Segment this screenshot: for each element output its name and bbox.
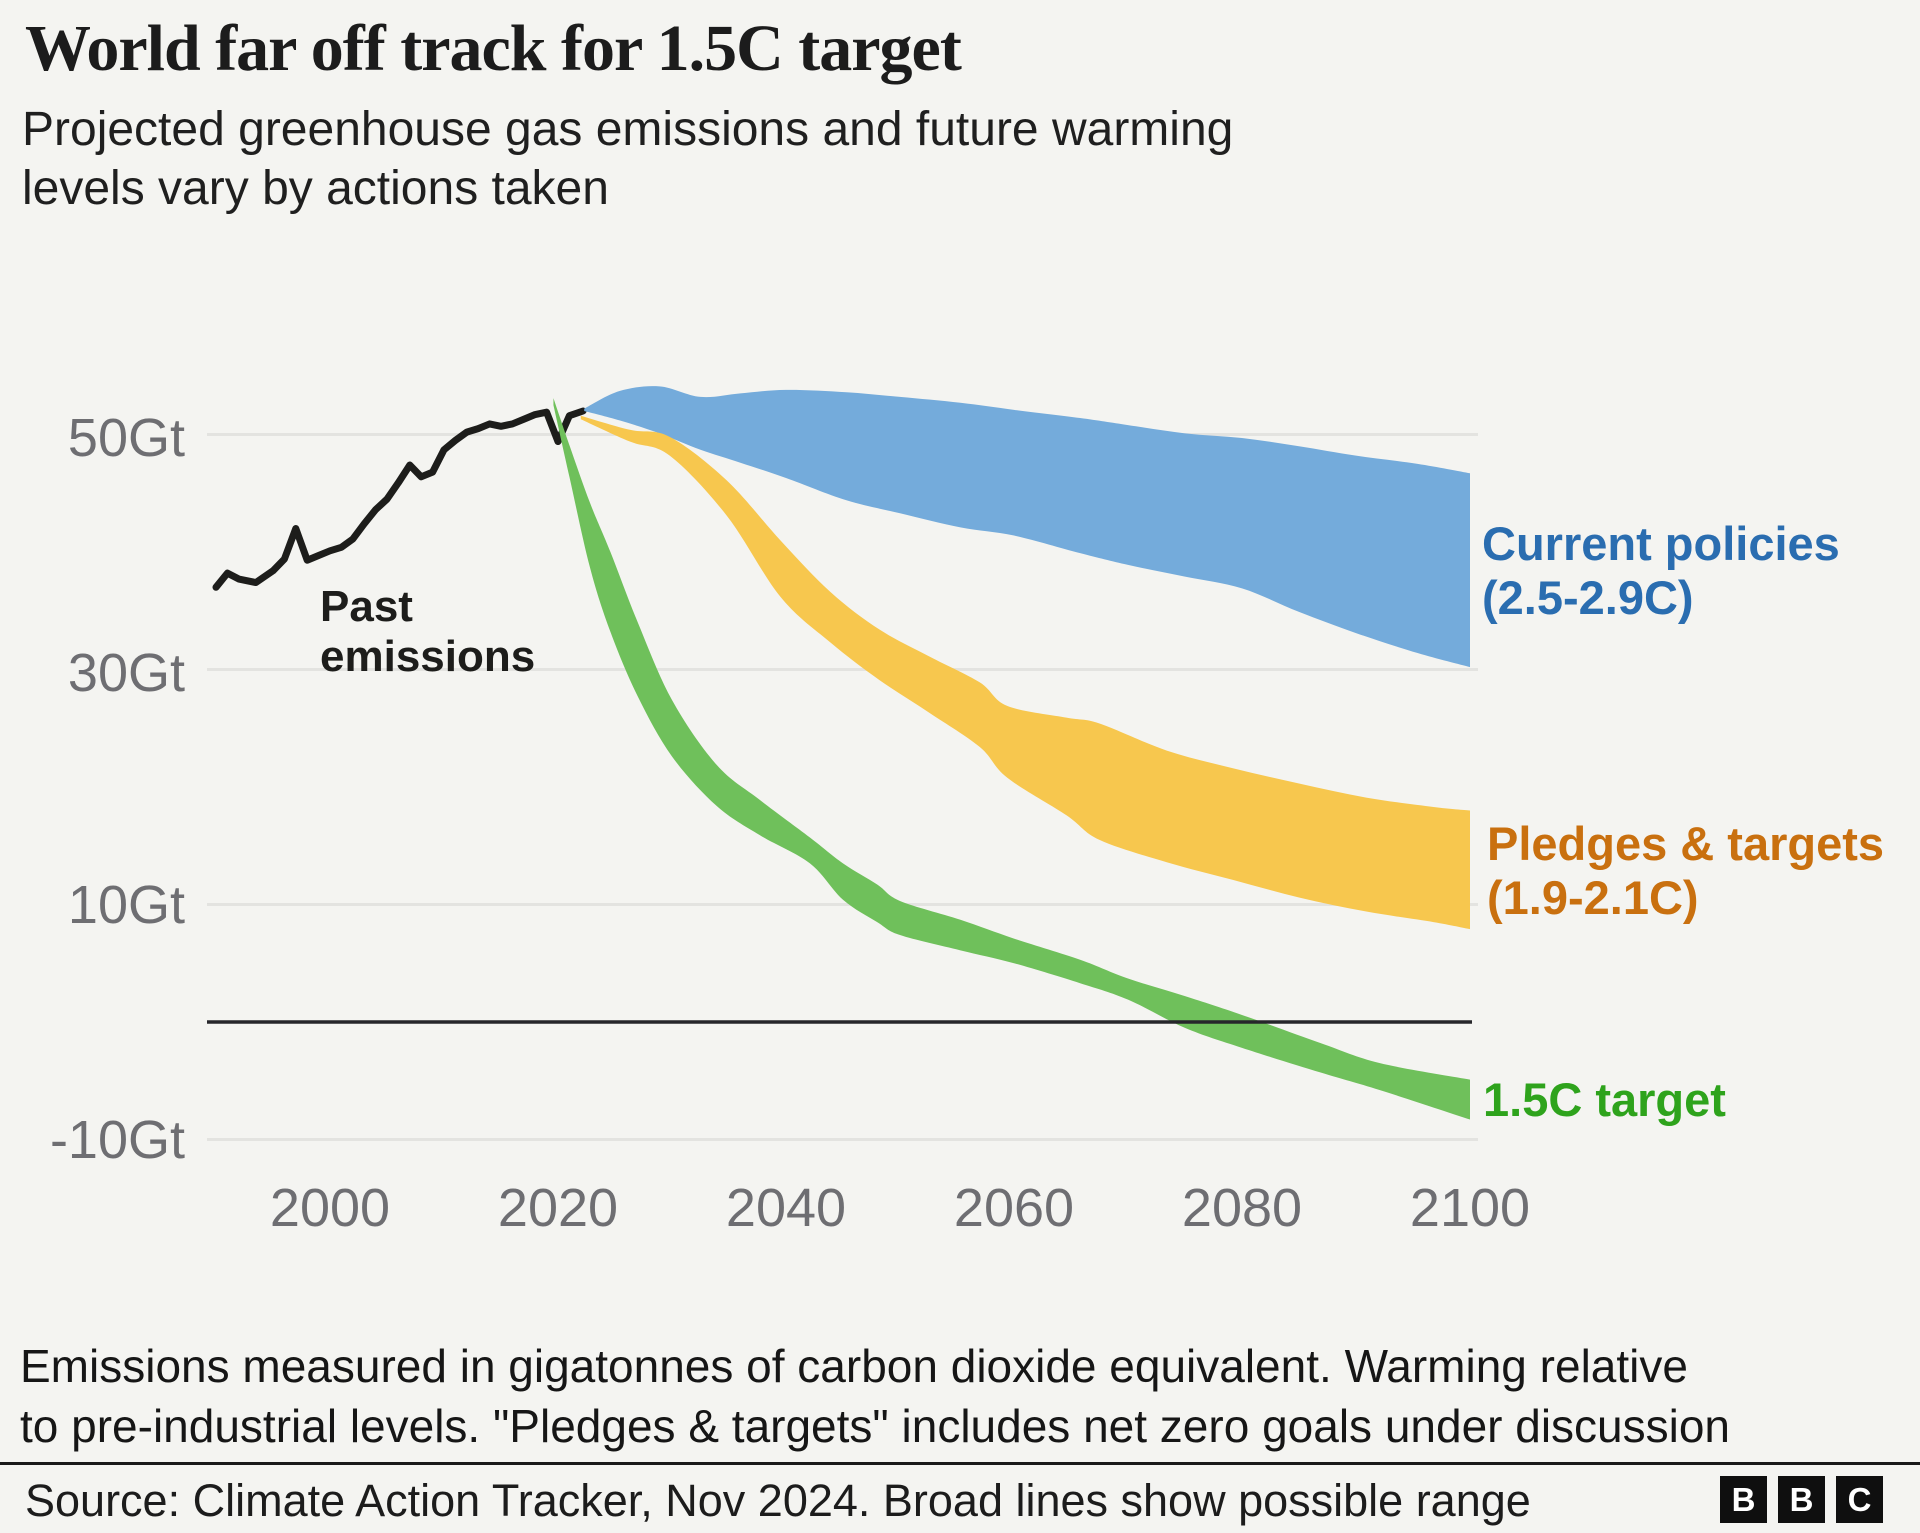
x-axis-tick-2040: 2040 (725, 1178, 847, 1238)
y-axis-tick-30gt: 30Gt (67, 643, 185, 703)
past-emissions-line (212, 407, 587, 591)
y-axis-tick-minus10gt: -10Gt (49, 1110, 185, 1170)
x-axis-tick-2000: 2000 (269, 1178, 391, 1238)
y-axis-tick-10gt: 10Gt (67, 875, 185, 935)
x-axis-tick-2100: 2100 (1409, 1178, 1531, 1238)
current-policies-label: Current policies (2.5-2.9C) (1482, 517, 1840, 624)
past-emissions-label: Past emissions (320, 582, 536, 681)
bbc-logo-block-b2: B (1778, 1476, 1825, 1523)
subtitle-line-2: levels vary by actions taken (22, 162, 609, 215)
page-title: World far off track for 1.5C target (25, 12, 962, 85)
source-bar (0, 1462, 1920, 1533)
subtitle-line-1: Projected greenhouse gas emissions and f… (22, 103, 1234, 156)
band-current-policies (584, 386, 1470, 668)
x-axis-tick-2060: 2060 (953, 1178, 1075, 1238)
x-axis-tick-2020: 2020 (497, 1178, 619, 1238)
footnote-line-2: to pre-industrial levels. "Pledges & tar… (20, 1400, 1731, 1452)
chart-footnote: Emissions measured in gigatonnes of carb… (20, 1336, 1910, 1456)
band-pledges-targets (580, 415, 1470, 930)
x-axis-tick-2080: 2080 (1181, 1178, 1303, 1238)
source-attribution: Source: Climate Action Tracker, Nov 2024… (25, 1475, 1531, 1526)
pledges-targets-label: Pledges & targets (1.9-2.1C) (1487, 817, 1885, 924)
bbc-logo: B B C (1720, 1476, 1883, 1523)
chart-subtitle: Projected greenhouse gas emissions and f… (22, 100, 1522, 218)
one-point-five-target-label: 1.5C target (1483, 1073, 1726, 1126)
bbc-logo-block-b1: B (1720, 1476, 1767, 1523)
footnote-line-1: Emissions measured in gigatonnes of carb… (20, 1340, 1688, 1392)
y-axis-tick-50gt: 50Gt (67, 408, 185, 468)
bbc-logo-block-c: C (1836, 1476, 1883, 1523)
